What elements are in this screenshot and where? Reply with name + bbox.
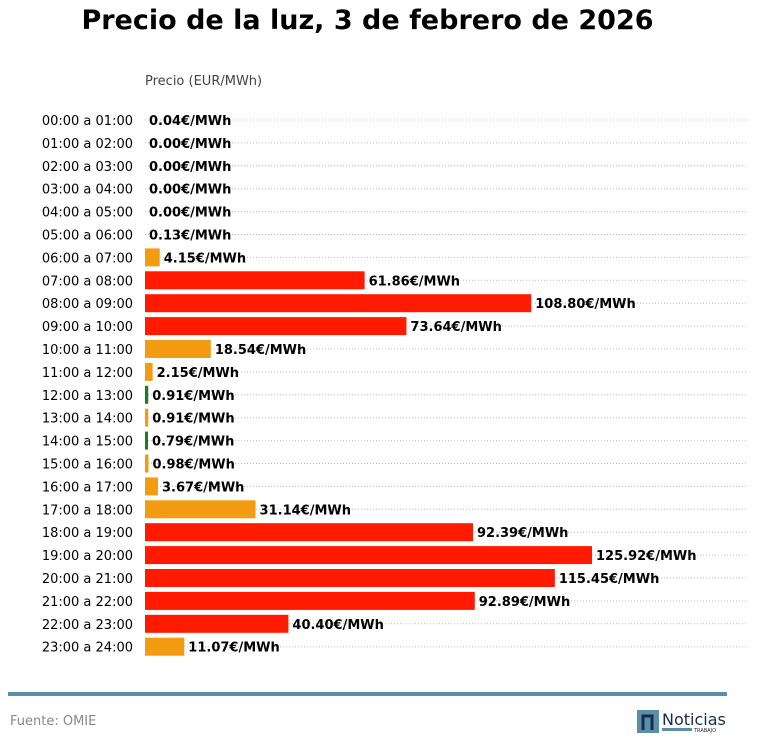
bar <box>145 569 555 587</box>
data-label: 92.39€/MWh <box>477 526 568 541</box>
svg-text:Noticias: Noticias <box>662 710 726 729</box>
category-label: 05:00 a 06:00 <box>42 229 133 244</box>
category-label: 08:00 a 09:00 <box>42 297 133 312</box>
data-label: 0.04€/MWh <box>149 114 231 129</box>
data-label: 0.00€/MWh <box>149 137 231 152</box>
data-label: 108.80€/MWh <box>535 297 636 312</box>
data-label: 92.89€/MWh <box>479 595 570 610</box>
chart-title: Precio de la luz, 3 de febrero de 2026 <box>81 5 654 36</box>
category-label: 23:00 a 24:00 <box>42 641 133 656</box>
category-label: 16:00 a 17:00 <box>42 480 133 495</box>
category-label: 03:00 a 04:00 <box>42 183 133 198</box>
bar <box>145 523 473 542</box>
bar <box>145 591 475 610</box>
data-label: 0.00€/MWh <box>149 183 231 198</box>
bar <box>145 431 148 450</box>
data-label: 115.45€/MWh <box>559 572 660 587</box>
noticias-trabajo-logo: Noticias TRABAJO <box>637 710 726 734</box>
category-label: 21:00 a 22:00 <box>42 595 133 610</box>
data-label: 0.91€/MWh <box>152 389 234 404</box>
footer-divider <box>8 692 727 696</box>
bar <box>145 454 149 473</box>
data-label: 0.79€/MWh <box>152 435 234 450</box>
data-label: 0.13€/MWh <box>149 229 231 244</box>
axis-label: Precio (EUR/MWh) <box>145 74 263 89</box>
bar <box>145 294 532 313</box>
bar <box>145 614 289 633</box>
svg-text:TRABAJO: TRABAJO <box>693 728 716 734</box>
bar-chart: 00:00 a 01:00 01:00 a 02:00 02:00 a 03:00 0… <box>42 114 748 656</box>
bar <box>145 317 407 336</box>
source-text: Fuente: OMIE <box>10 714 97 729</box>
bar <box>145 271 365 290</box>
bar <box>145 546 593 565</box>
bar <box>145 408 149 427</box>
category-label: 14:00 a 15:00 <box>42 435 133 450</box>
data-label: 61.86€/MWh <box>369 274 460 289</box>
bar <box>145 340 211 358</box>
bar <box>145 362 153 381</box>
category-label: 11:00 a 12:00 <box>42 366 133 381</box>
data-label: 73.64€/MWh <box>410 320 501 335</box>
bar <box>145 477 159 496</box>
category-label: 01:00 a 02:00 <box>42 137 133 152</box>
category-label: 22:00 a 23:00 <box>42 618 133 633</box>
category-label: 13:00 a 14:00 <box>42 412 133 427</box>
category-label: 17:00 a 18:00 <box>42 503 133 518</box>
category-label: 19:00 a 20:00 <box>42 549 133 564</box>
data-label: 18.54€/MWh <box>215 343 306 358</box>
category-label: 12:00 a 13:00 <box>42 389 133 404</box>
category-label: 18:00 a 19:00 <box>42 526 133 541</box>
category-label: 04:00 a 05:00 <box>42 206 133 221</box>
bar <box>145 637 185 656</box>
data-label: 2.15€/MWh <box>157 366 239 381</box>
data-label: 4.15€/MWh <box>164 251 246 266</box>
category-label: 07:00 a 08:00 <box>42 274 133 289</box>
data-label: 0.91€/MWh <box>152 412 234 427</box>
data-label: 125.92€/MWh <box>596 549 697 564</box>
category-label: 20:00 a 21:00 <box>42 572 133 587</box>
category-label: 02:00 a 03:00 <box>42 160 133 175</box>
category-label: 15:00 a 16:00 <box>42 458 133 473</box>
bar <box>145 248 160 267</box>
data-label: 0.00€/MWh <box>149 206 231 221</box>
category-label: 09:00 a 10:00 <box>42 320 133 335</box>
data-label: 40.40€/MWh <box>292 618 383 633</box>
data-label: 11.07€/MWh <box>188 641 279 656</box>
data-label: 0.00€/MWh <box>149 160 231 175</box>
data-label: 3.67€/MWh <box>162 480 244 495</box>
data-label: 0.98€/MWh <box>152 458 234 473</box>
bar <box>145 500 256 519</box>
category-label: 00:00 a 01:00 <box>42 114 133 129</box>
category-label: 06:00 a 07:00 <box>42 251 133 266</box>
category-label: 10:00 a 11:00 <box>42 343 133 358</box>
bar <box>145 385 149 404</box>
data-label: 31.14€/MWh <box>260 503 351 518</box>
